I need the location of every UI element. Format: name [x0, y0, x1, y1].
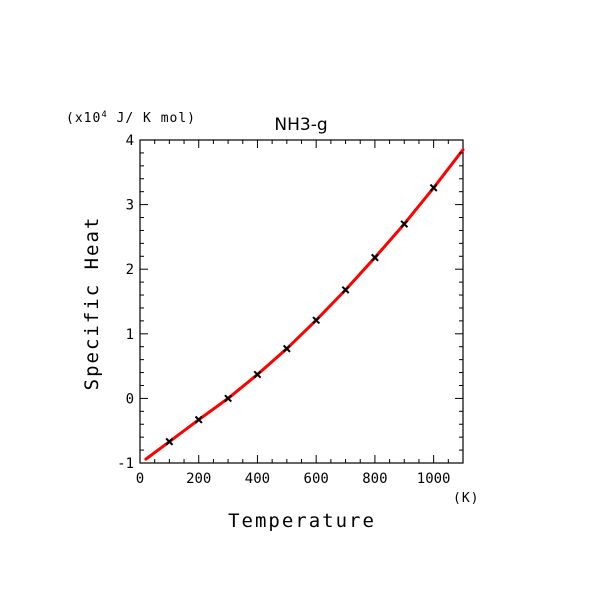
x-tick-label: 800 [362, 471, 387, 487]
x-tick-label: 200 [186, 471, 211, 487]
data-marker [224, 394, 232, 403]
data-marker-stroke [224, 394, 232, 403]
y-tick-label: 3 [126, 198, 134, 214]
y-tick-label: 2 [126, 262, 134, 278]
x-unit-label: (K) [453, 491, 479, 506]
plot-frame [139, 139, 464, 464]
data-marker-stroke [253, 370, 262, 379]
data-marker-stroke [400, 220, 409, 228]
data-marker-stroke [341, 285, 350, 294]
y-unit-exponent: 4 [101, 110, 107, 120]
curve-layer [144, 148, 465, 461]
data-marker [400, 220, 409, 228]
x-axis-title: Temperature [228, 510, 376, 532]
y-tick-label: 0 [126, 391, 134, 407]
x-tick-label: 400 [245, 471, 270, 487]
chart-title: NH3-g [274, 115, 327, 135]
y-tick-label: 4 [126, 133, 134, 149]
data-marker [341, 285, 350, 294]
data-marker [282, 344, 291, 353]
data-marker-stroke [194, 415, 203, 424]
data-marker-stroke [371, 253, 379, 262]
data-marker [253, 370, 262, 379]
specific-heat-curve [144, 148, 465, 461]
data-marker [194, 415, 203, 424]
plot-area [139, 139, 464, 464]
data-marker [429, 183, 438, 192]
x-tick-label: 600 [304, 471, 329, 487]
y-unit-prefix: (x10 [66, 111, 101, 126]
data-marker-stroke [282, 344, 291, 353]
tick-layer [139, 139, 464, 464]
data-marker-stroke [429, 183, 438, 192]
x-tick-label: 0 [136, 471, 144, 487]
y-tick-label: 1 [126, 327, 134, 343]
data-marker [371, 253, 379, 262]
x-tick-label: 1000 [417, 471, 451, 487]
data-marker-stroke [165, 437, 174, 446]
y-unit-label: (x104 J/ K mol) [66, 110, 196, 126]
marker-layer [165, 183, 438, 446]
data-marker [165, 437, 174, 446]
y-tick-label: -1 [117, 456, 134, 472]
data-marker-stroke [312, 316, 321, 325]
y-unit-suffix: J/ K mol) [108, 111, 196, 126]
y-axis-title: Specific Heat [81, 216, 103, 391]
data-marker [312, 316, 321, 325]
